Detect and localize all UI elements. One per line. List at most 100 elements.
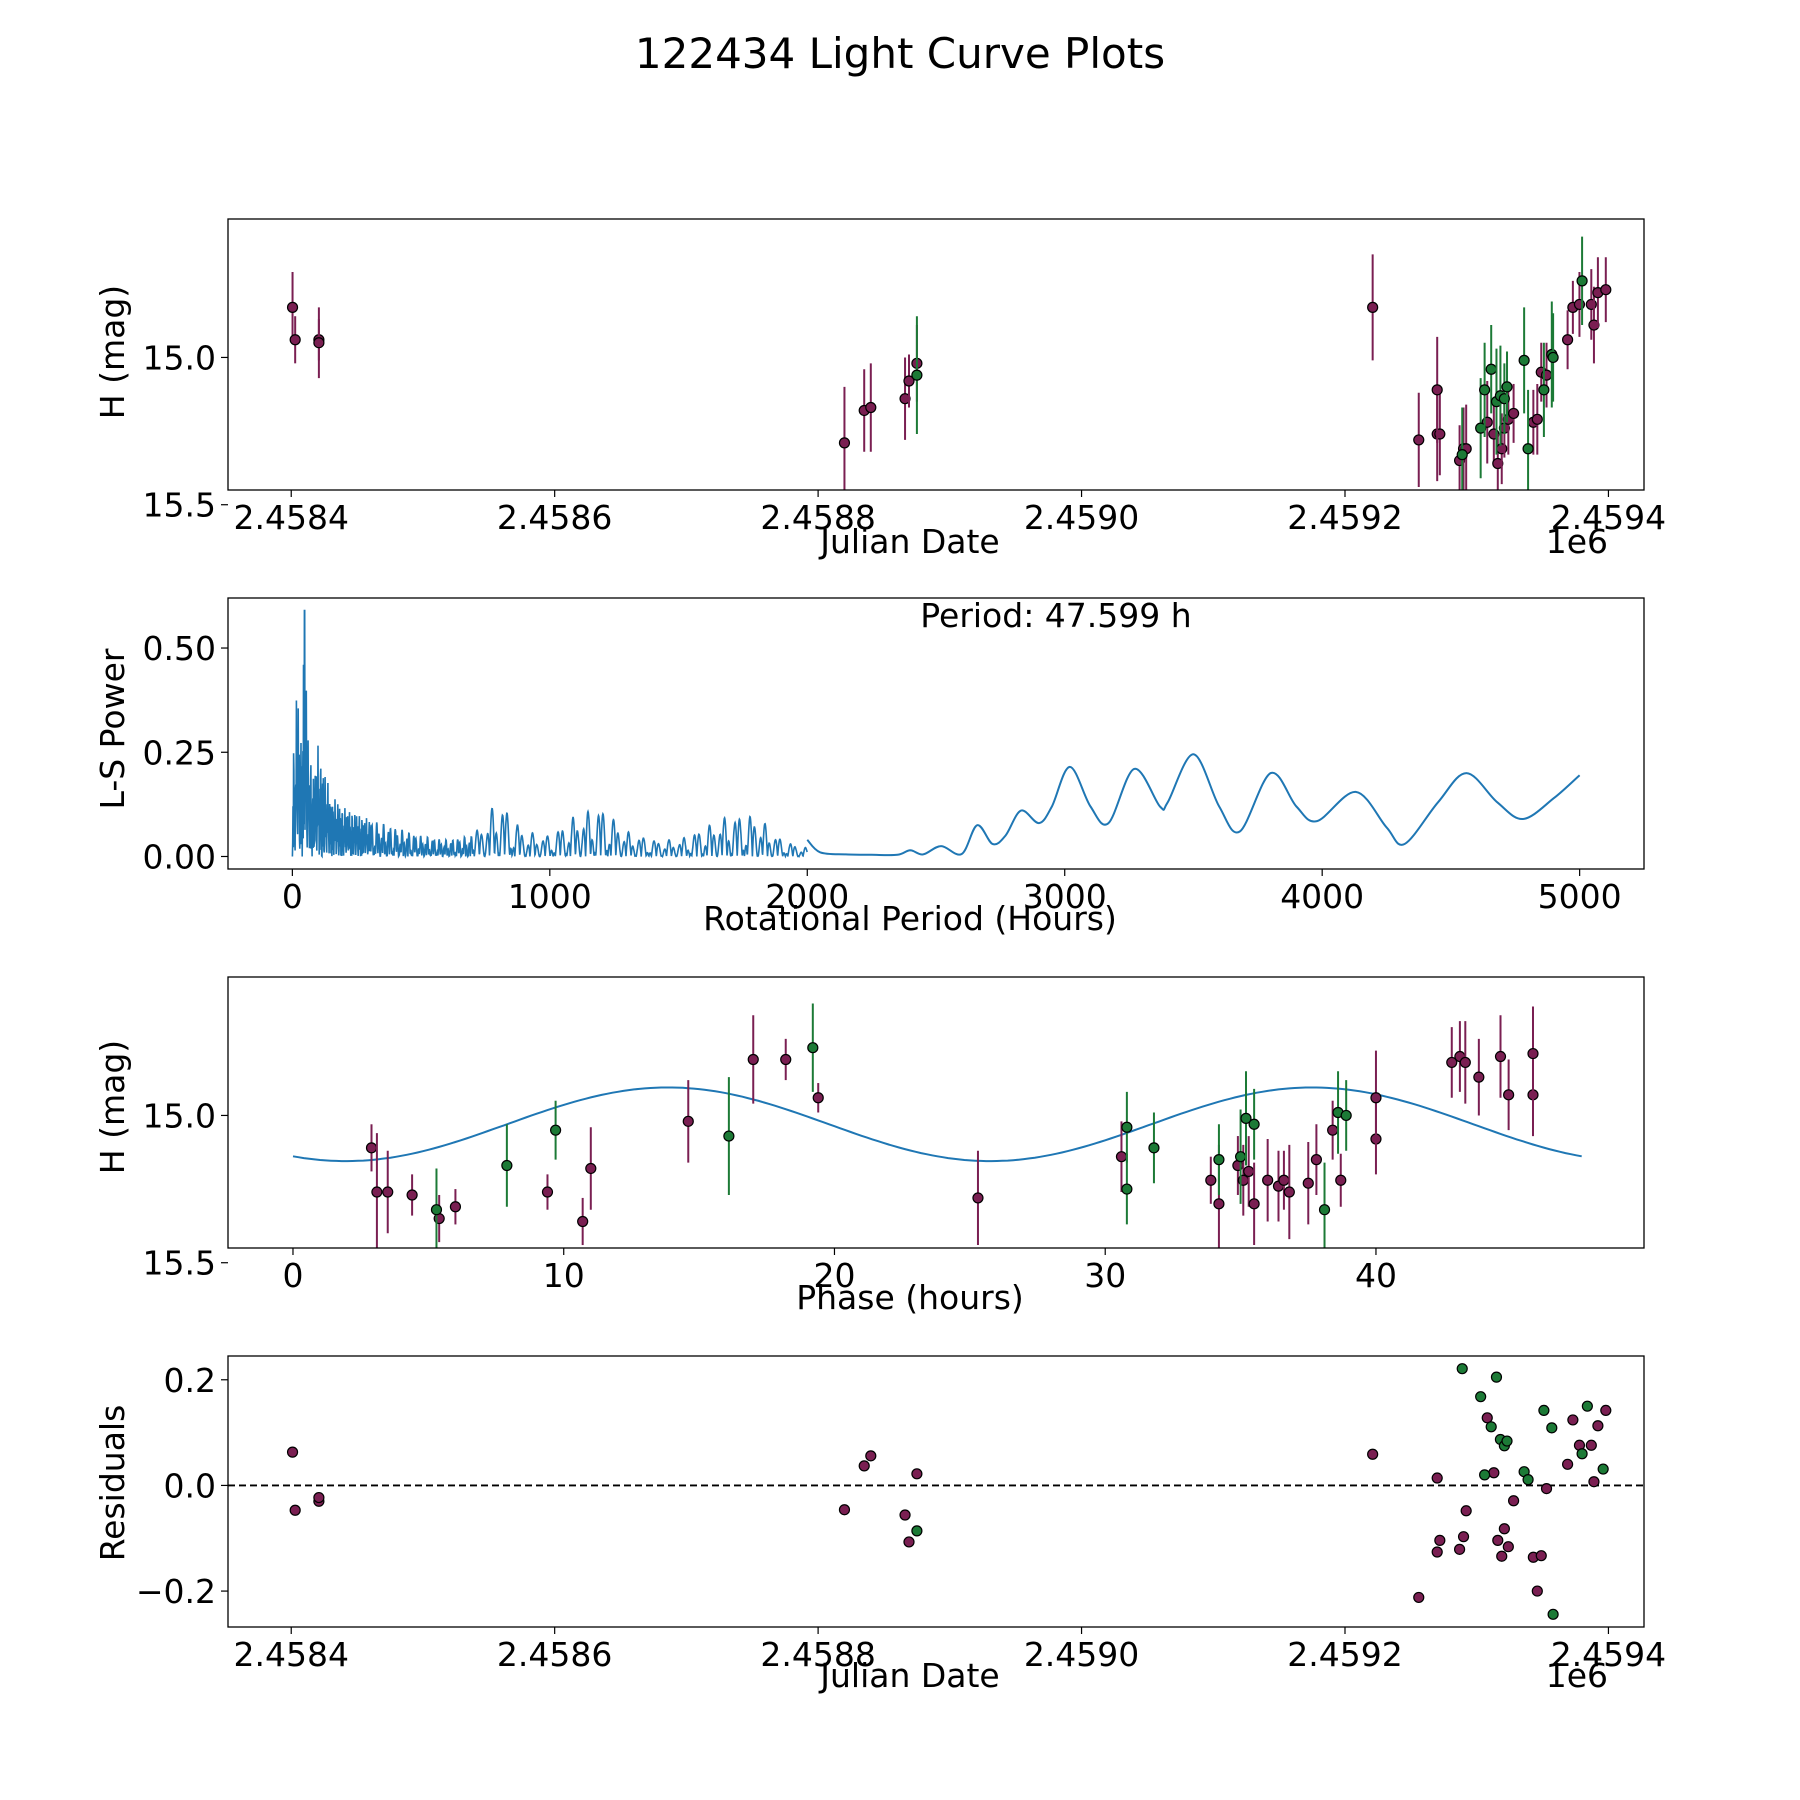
lightcurve-point [899,393,911,405]
residuals-point [1453,1543,1466,1555]
phase-point [1302,1177,1314,1189]
residuals-point [1475,1391,1487,1403]
phase-point [577,1215,589,1228]
phase-point [1262,1174,1274,1186]
phase-point [1527,1047,1539,1060]
periodogram-xtick-label: 2000 [765,877,849,916]
periodogram-smooth-line [806,753,1581,857]
phase-point [1243,1165,1255,1178]
lightcurve-xtick-label: 2.4586 [497,498,612,537]
lightcurve-point [1538,384,1550,396]
phase-point [1248,1118,1260,1130]
residuals-point [1501,1435,1513,1447]
phase-panel: Phase (hours) H (mag) 0 10 20 30 40 15.5 15.0 [93,976,1645,1317]
residuals-point [1481,1412,1493,1424]
residuals-ytick-label: −0.2 [136,1572,216,1611]
residuals-point [1490,1371,1503,1383]
residuals-point [1431,1472,1443,1484]
lightcurve-point [1562,334,1574,346]
phase-point [972,1192,984,1204]
lightcurve-point [1600,284,1612,296]
lightcurve-ylabel: H (mag) [93,285,132,419]
lightcurve-point [903,375,915,387]
periodogram-plot-area [291,609,1581,859]
residuals-point [1592,1420,1604,1432]
phase-point [1446,1056,1458,1069]
phase-point [1327,1124,1339,1136]
phase-point [1494,1050,1507,1063]
phase-point [541,1186,554,1198]
phase-point [1310,1154,1322,1166]
lightcurve-xtick-label: 2.4590 [1024,498,1139,537]
lightcurve-point [1518,354,1530,366]
phase-xtick-label: 0 [282,1256,303,1295]
residuals-point [865,1450,877,1462]
residuals-ylabel: Residuals [93,1405,132,1562]
phase-point [812,1092,824,1104]
lightcurve-point [1492,457,1504,470]
lightcurve-point [1367,301,1379,313]
residuals-point [1496,1550,1508,1562]
lightcurve-point [1485,363,1497,375]
residuals-point [1485,1421,1497,1433]
phase-point [449,1201,462,1213]
phase-point [382,1186,394,1198]
figure-title: 122434 Light Curve Plots [635,29,1165,78]
lightcurve-point [1431,384,1443,396]
residuals-point [1600,1404,1612,1417]
residuals-plot-area [228,1363,1644,1620]
residuals-point [1431,1546,1443,1558]
residuals-point [1576,1448,1588,1460]
residuals-xtick-label: 2.4588 [760,1635,875,1674]
phase-point [365,1142,378,1154]
lightcurve-point [1413,434,1425,446]
phase-point [1115,1151,1128,1163]
phase-point [1459,1056,1471,1069]
periodogram-xtick-label: 4000 [1280,877,1364,916]
residuals-ytick-label: 0.0 [164,1466,216,1505]
lightcurve-point [286,301,299,313]
residuals-point [1434,1534,1446,1546]
phase-point [1370,1092,1382,1104]
lightcurve-point [1576,275,1588,287]
residuals-point [911,1468,923,1480]
lightcurve-ytick-label: 15.5 [143,486,216,525]
phase-ytick-label: 15.5 [143,1244,216,1283]
lightcurve-point [838,437,851,449]
periodogram-ytick-label: 0.50 [143,629,216,668]
residuals-point [1456,1363,1468,1375]
phase-point [1205,1174,1217,1186]
lightcurve-point [313,337,325,349]
phase-point [371,1186,383,1198]
residuals-xtick-label: 2.4586 [497,1635,612,1674]
phase-plot-area [292,1003,1582,1248]
lightcurve-point [1507,407,1520,420]
residuals-point [1413,1591,1425,1604]
periodogram-ylabel: L-S Power [93,648,132,809]
residuals-point [1585,1439,1597,1451]
residuals-point [1538,1404,1550,1417]
lightcurve-point [1547,351,1559,364]
phase-point [585,1162,597,1175]
periodogram-xtick-label: 0 [282,877,303,916]
residuals-point [1522,1474,1534,1486]
phase-point [780,1053,792,1066]
residuals-point [1507,1495,1520,1507]
phase-point [1473,1071,1485,1083]
lightcurve-xtick-label: 2.4592 [1287,498,1402,537]
residuals-point [1492,1534,1504,1546]
residuals-point [911,1525,923,1537]
residuals-point [1488,1467,1500,1479]
phase-point [501,1159,513,1172]
residuals-point [1588,1476,1600,1488]
residuals-xtick-label: 2.4584 [233,1635,348,1674]
lightcurve-point [911,369,923,381]
lightcurve-plot-area [286,236,1612,490]
lightcurve-point [1475,422,1487,434]
phase-point [1148,1142,1160,1154]
residuals-xtick-label: 2.4594 [1551,1635,1666,1674]
residuals-point [1531,1585,1543,1597]
phase-point [1340,1109,1352,1122]
residuals-point [1567,1414,1579,1426]
residuals-point [1562,1458,1574,1470]
